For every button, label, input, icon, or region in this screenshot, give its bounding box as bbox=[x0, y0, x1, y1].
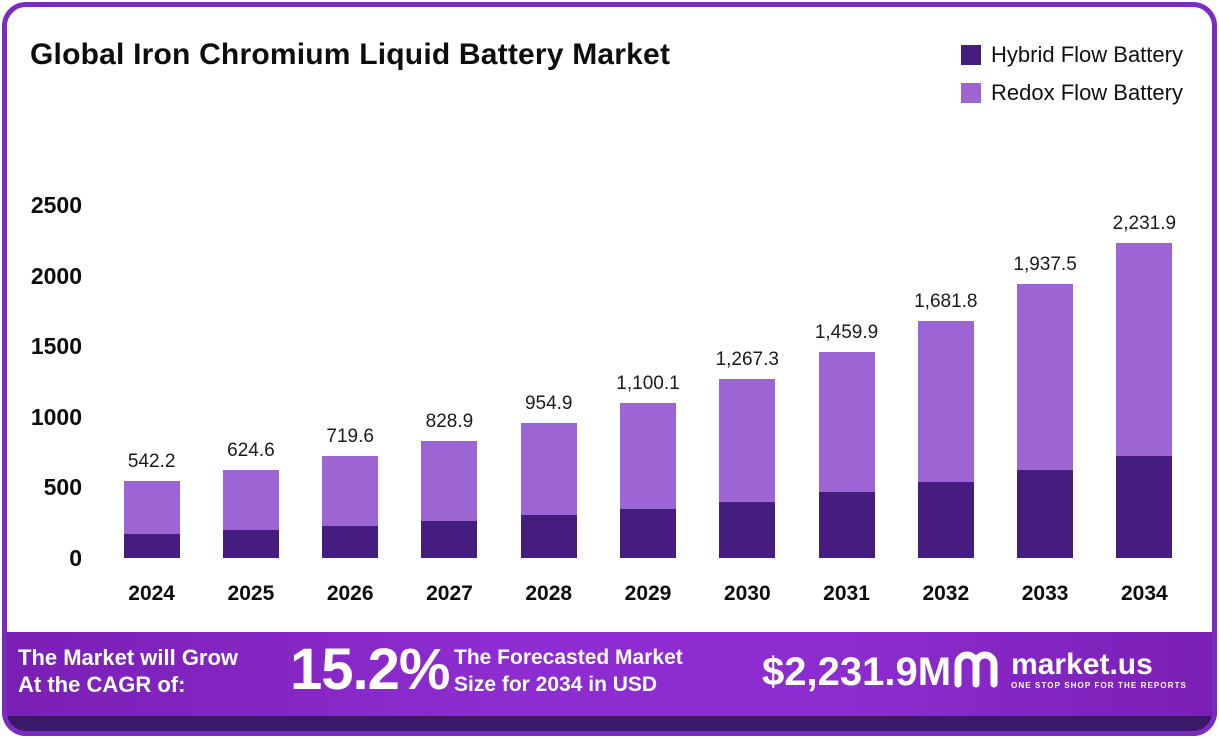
bar-segment-hybrid bbox=[1017, 470, 1074, 558]
bar-segment-redox bbox=[520, 423, 577, 515]
bar-total-label: 1,100.1 bbox=[616, 372, 680, 394]
bar-total-label: 624.6 bbox=[227, 439, 275, 461]
y-axis-tick-label: 0 bbox=[69, 545, 82, 571]
brand-text-block: market.us ONE STOP SHOP FOR THE REPORTS bbox=[1011, 647, 1187, 690]
x-axis-category-label: 2029 bbox=[624, 582, 672, 605]
bottom-strip bbox=[2, 716, 1217, 736]
bar-segment-hybrid bbox=[123, 533, 180, 558]
forecast-caption-line1: The Forecasted Market bbox=[454, 646, 683, 669]
bar-total-label: 542.2 bbox=[127, 451, 176, 473]
legend-label: Hybrid Flow Battery bbox=[991, 42, 1183, 67]
bottom-banner: The Market will Grow At the CAGR of: 15.… bbox=[2, 632, 1217, 716]
y-axis-tick-label: 1000 bbox=[30, 403, 82, 430]
bar-segment-hybrid bbox=[719, 501, 776, 558]
bar-segment-hybrid bbox=[421, 521, 478, 558]
marketus-logo-icon bbox=[954, 651, 998, 688]
bar-total-label: 2,231.9 bbox=[1112, 212, 1177, 234]
bar-segment-hybrid bbox=[322, 525, 379, 558]
bar-segment-redox bbox=[222, 469, 279, 531]
x-axis-category-label: 2031 bbox=[823, 582, 870, 605]
bar-segment-hybrid bbox=[1116, 455, 1173, 558]
bar-segment-redox bbox=[719, 379, 776, 502]
bar-total-label: 719.6 bbox=[326, 426, 374, 448]
cagr-caption-line2: At the CAGR of: bbox=[18, 672, 186, 697]
bar-segment-hybrid bbox=[620, 508, 676, 558]
bar-segment-redox bbox=[917, 320, 974, 483]
chart-title: Global Iron Chromium Liquid Battery Mark… bbox=[30, 38, 671, 71]
bar-segment-redox bbox=[818, 351, 875, 493]
bar-segment-redox bbox=[322, 456, 379, 526]
bar-total-label: 1,937.5 bbox=[1013, 254, 1077, 276]
bar-segment-redox bbox=[123, 481, 180, 534]
bar-segment-redox bbox=[1017, 284, 1074, 471]
brand-name: market.us bbox=[1011, 647, 1153, 681]
bar-segment-hybrid bbox=[917, 482, 974, 558]
bar-segment-redox bbox=[1116, 242, 1173, 456]
x-axis-category-label: 2032 bbox=[922, 582, 970, 605]
forecast-caption: The Forecasted Market Size for 2034 in U… bbox=[454, 644, 683, 698]
bar-segment-redox bbox=[620, 402, 676, 509]
legend-item: Hybrid Flow Battery bbox=[961, 42, 1183, 68]
bar-segment-hybrid bbox=[520, 514, 577, 558]
chart-legend: Hybrid Flow Battery Redox Flow Battery bbox=[961, 42, 1183, 106]
x-axis-category-label: 2033 bbox=[1021, 582, 1069, 605]
bar-segment-hybrid bbox=[818, 492, 875, 558]
forecast-caption-line2: Size for 2034 in USD bbox=[454, 673, 658, 696]
cagr-value: 15.2% bbox=[290, 637, 450, 702]
bar-total-label: 1,267.3 bbox=[715, 349, 779, 371]
x-axis-category-label: 2025 bbox=[227, 582, 275, 605]
x-axis-category-label: 2026 bbox=[326, 582, 374, 605]
y-axis-tick-label: 500 bbox=[43, 474, 82, 501]
x-axis-category-label: 2034 bbox=[1121, 582, 1168, 605]
y-axis-tick-label: 2000 bbox=[30, 262, 82, 289]
cagr-caption: The Market will Grow At the CAGR of: bbox=[18, 644, 238, 698]
brand-logo-group: market.us ONE STOP SHOP FOR THE REPORTS bbox=[951, 648, 1187, 690]
y-axis-tick-label: 1500 bbox=[30, 333, 82, 360]
bar-total-label: 1,459.9 bbox=[814, 321, 879, 343]
bar-segment-hybrid bbox=[222, 530, 279, 558]
cagr-caption-line1: The Market will Grow bbox=[18, 645, 239, 670]
bar-total-label: 828.9 bbox=[425, 410, 474, 432]
x-axis-category-label: 2027 bbox=[426, 582, 473, 605]
x-axis-category-label: 2024 bbox=[128, 582, 175, 605]
brand-tagline: ONE STOP SHOP FOR THE REPORTS bbox=[1011, 680, 1187, 690]
x-axis-category-label: 2028 bbox=[525, 582, 573, 605]
bar-segment-redox bbox=[421, 440, 478, 521]
legend-swatch-icon bbox=[961, 45, 982, 65]
legend-label: Redox Flow Battery bbox=[991, 80, 1183, 105]
x-axis-category-label: 2030 bbox=[723, 582, 771, 605]
legend-swatch-icon bbox=[961, 83, 982, 103]
bar-total-label: 1,681.8 bbox=[914, 290, 978, 312]
bar-total-label: 954.9 bbox=[524, 393, 573, 415]
forecast-market-size: $2,231.9M bbox=[762, 650, 952, 694]
legend-item: Redox Flow Battery bbox=[961, 80, 1183, 106]
y-axis-tick-label: 2500 bbox=[30, 192, 82, 218]
